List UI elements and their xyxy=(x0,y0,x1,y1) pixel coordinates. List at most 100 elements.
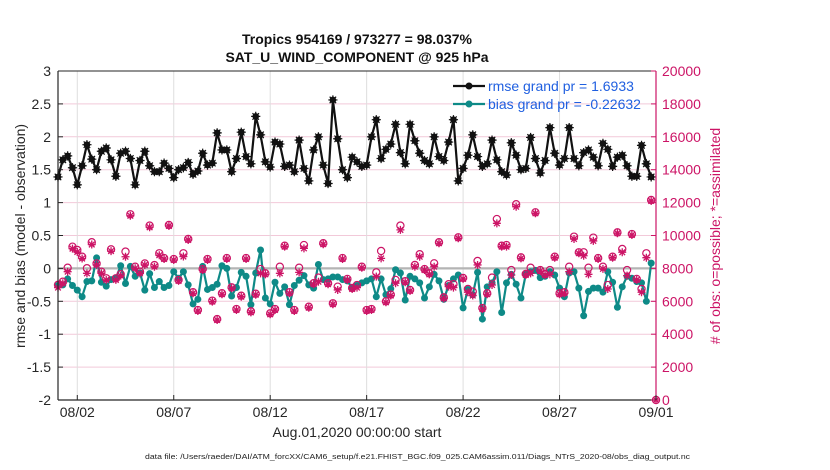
rmse-point-star xyxy=(535,168,545,178)
rmse-point xyxy=(521,163,531,173)
assimilated-obs-point-glyph xyxy=(444,282,453,291)
assimilated-obs-point xyxy=(598,264,607,273)
y-axis-label-right: # of obs: o=possible; *=assimilated xyxy=(707,128,723,344)
bias-point xyxy=(271,278,279,286)
rmse-point xyxy=(275,139,285,149)
rmse-point xyxy=(376,153,386,164)
bias-point xyxy=(194,295,202,303)
assimilated-obs-point xyxy=(275,269,284,278)
assimilated-obs-point xyxy=(603,284,612,293)
bias-point xyxy=(517,294,525,302)
rmse-point xyxy=(366,132,377,142)
rmse-point xyxy=(526,132,536,143)
rmse-point-star xyxy=(636,140,647,150)
rmse-point xyxy=(641,159,651,169)
rmse-point-star xyxy=(511,150,521,160)
assimilated-obs-point xyxy=(415,252,424,261)
rmse-point-star xyxy=(265,162,275,172)
assimilated-obs-point-glyph xyxy=(131,264,140,273)
rmse-point xyxy=(135,155,145,166)
assimilated-obs-point xyxy=(555,290,564,299)
bias-point xyxy=(117,262,125,270)
obs-count-series xyxy=(53,195,661,405)
y-tick-label-left: -2 xyxy=(39,392,52,408)
assimilated-obs-point xyxy=(565,267,574,276)
assimilated-obs-point xyxy=(150,262,159,271)
assimilated-obs-point-glyph xyxy=(174,276,183,285)
assimilated-obs-point xyxy=(386,291,395,300)
assimilated-obs-point-glyph xyxy=(531,209,540,218)
rmse-point-star xyxy=(333,134,343,144)
rmse-point xyxy=(545,122,555,133)
assimilated-obs-point-glyph xyxy=(647,196,656,205)
rmse-point-star xyxy=(193,166,203,176)
rmse-point-star xyxy=(299,163,309,173)
y-tick-label-right: 16000 xyxy=(662,129,701,145)
assimilated-obs-point-glyph xyxy=(430,262,439,271)
rmse-point-star xyxy=(154,167,164,177)
legend-bias-marker xyxy=(465,100,473,108)
rmse-point xyxy=(241,151,251,162)
rmse-point-star xyxy=(588,152,598,162)
assimilated-obs-point xyxy=(367,306,376,315)
assimilated-obs-point-glyph xyxy=(420,266,429,275)
assimilated-obs-point-glyph xyxy=(410,262,419,271)
rmse-point xyxy=(395,147,406,158)
assimilated-obs-point xyxy=(541,270,550,279)
assimilated-obs-point xyxy=(647,196,656,205)
rmse-point-star xyxy=(207,158,217,168)
assimilated-obs-point xyxy=(111,275,120,284)
assimilated-obs-point xyxy=(512,202,521,211)
assimilated-obs-point xyxy=(550,253,559,262)
assimilated-obs-point xyxy=(78,254,87,263)
rmse-point xyxy=(77,161,87,171)
assimilated-obs-point xyxy=(463,288,472,297)
bias-point xyxy=(613,303,621,311)
bias-point xyxy=(300,272,308,280)
rmse-point-star xyxy=(58,155,68,165)
rmse-point-star xyxy=(164,163,174,173)
rmse-point-star xyxy=(506,138,516,148)
rmse-point-star xyxy=(492,155,502,165)
assimilated-obs-point-glyph xyxy=(82,269,91,278)
assimilated-obs-point xyxy=(430,262,439,271)
rmse-point xyxy=(434,151,444,162)
rmse-point xyxy=(530,153,541,164)
y-tick-label-right: 14000 xyxy=(662,162,701,178)
assimilated-obs-point-glyph xyxy=(145,223,154,232)
rmse-point xyxy=(636,140,647,150)
assimilated-obs-point-glyph xyxy=(242,255,251,264)
assimilated-obs-point-glyph xyxy=(372,272,381,281)
assimilated-obs-point-glyph xyxy=(439,294,448,303)
assimilated-obs-point-glyph xyxy=(150,262,159,271)
assimilated-obs-point-glyph xyxy=(111,275,120,284)
rmse-point-star xyxy=(545,122,555,133)
assimilated-obs-point-glyph xyxy=(555,290,564,299)
y-tick-label-right: 4000 xyxy=(662,326,693,342)
assimilated-obs-point-glyph xyxy=(160,255,169,264)
assimilated-obs-point xyxy=(507,270,516,279)
assimilated-obs-point xyxy=(545,270,554,279)
x-tick-label: 08/07 xyxy=(156,404,191,420)
assimilated-obs-point-glyph xyxy=(497,242,506,251)
axes xyxy=(57,70,657,401)
rmse-point-star xyxy=(246,159,256,169)
rmse-point xyxy=(169,172,179,183)
assimilated-obs-point-glyph xyxy=(632,275,641,284)
rmse-point-star xyxy=(337,165,348,175)
rmse-point-star xyxy=(400,159,410,169)
rmse-point-star xyxy=(371,115,381,125)
bias-point xyxy=(435,277,443,285)
rmse-point-star xyxy=(554,160,565,170)
rmse-point-star xyxy=(72,180,82,190)
bias-point xyxy=(411,275,419,283)
assimilated-obs-point-glyph xyxy=(473,260,482,269)
assimilated-obs-point xyxy=(338,255,347,264)
assimilated-obs-point-glyph xyxy=(261,270,270,279)
assimilated-obs-point-glyph xyxy=(357,263,366,272)
rmse-point xyxy=(178,163,188,173)
assimilated-obs-point-glyph xyxy=(198,266,207,275)
bias-point xyxy=(503,279,510,287)
y-tick-label-left: -0.5 xyxy=(27,293,51,309)
assimilated-obs-point-glyph xyxy=(63,267,72,276)
